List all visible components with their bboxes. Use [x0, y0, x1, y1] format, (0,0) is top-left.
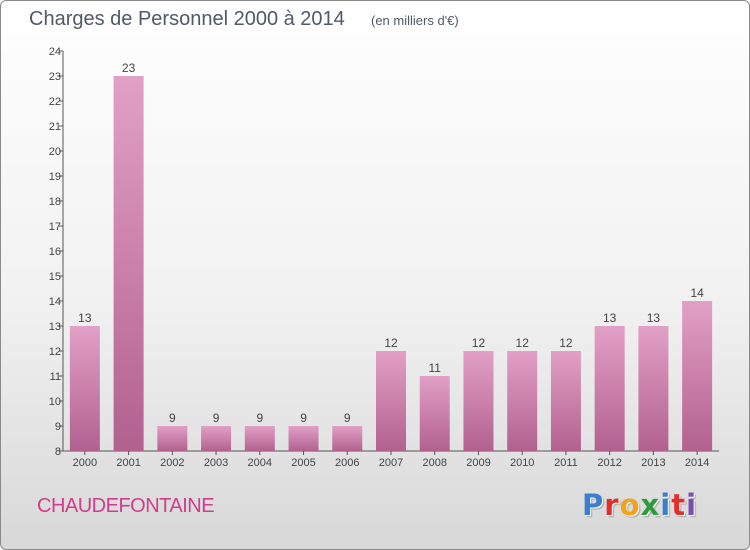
data-label-2009: 12: [472, 336, 486, 350]
x-tick-label: 2011: [554, 457, 578, 469]
y-tick-label: 9: [55, 421, 61, 433]
y-tick-label: 14: [49, 296, 61, 308]
x-tick-label: 2001: [116, 457, 140, 469]
bar-2002: [157, 426, 188, 451]
bar-2012: [594, 326, 625, 451]
bar-2000: [69, 326, 100, 451]
x-tick-label: 2007: [379, 457, 403, 469]
x-tick-label: 2014: [685, 457, 709, 469]
x-tick-label: 2000: [73, 457, 97, 469]
data-label-2012: 13: [603, 311, 617, 325]
data-label-2013: 13: [647, 311, 661, 325]
bar-2003: [201, 426, 232, 451]
x-tick-label: 2009: [466, 457, 490, 469]
y-tick-label: 17: [49, 221, 61, 233]
chart-subtitle: (en milliers d'€): [371, 13, 459, 28]
data-label-2011: 12: [559, 336, 573, 350]
data-label-2005: 9: [300, 411, 307, 425]
y-tick-label: 21: [49, 121, 61, 133]
commune-name: CHAUDEFONTAINE: [37, 495, 215, 517]
x-tick-label: 2010: [510, 457, 534, 469]
y-tick-label: 11: [50, 371, 61, 383]
bar-2013: [638, 326, 669, 451]
x-tick-label: 2002: [160, 457, 184, 469]
chart-bars: [69, 76, 713, 451]
logo-letter: o: [619, 488, 641, 522]
data-label-2004: 9: [256, 411, 263, 425]
y-tick-label: 22: [49, 96, 61, 108]
y-tick-label: 23: [49, 71, 61, 83]
data-label-2000: 13: [78, 311, 92, 325]
data-label-2001: 23: [122, 61, 136, 75]
bar-2004: [244, 426, 275, 451]
x-tick-label: 2006: [335, 457, 359, 469]
y-tick-label: 20: [49, 146, 61, 158]
y-tick-label: 15: [49, 271, 61, 283]
logo-letter: i: [686, 488, 698, 522]
y-tick-label: 16: [49, 246, 61, 258]
bar-2001: [113, 76, 144, 451]
data-label-2008: 11: [428, 361, 441, 375]
x-tick-label: 2005: [291, 457, 315, 469]
bar-2014: [682, 301, 713, 451]
bar-2007: [376, 351, 406, 451]
y-tick-label: 10: [49, 396, 61, 408]
bar-2008: [419, 376, 450, 451]
logo-letter: i: [660, 488, 672, 522]
y-tick-label: 24: [49, 46, 61, 58]
proxiti-logo[interactable]: Proxiti: [582, 488, 697, 522]
logo-letter: P: [582, 488, 605, 522]
x-tick-label: 2008: [422, 457, 446, 469]
y-tick-label: 18: [49, 196, 61, 208]
chart-title: Charges de Personnel 2000 à 2014: [29, 8, 345, 30]
logo-letter: t: [671, 488, 687, 522]
y-tick-label: 19: [49, 171, 61, 183]
data-label-2006: 9: [344, 411, 351, 425]
logo-letter: x: [640, 488, 661, 522]
bar-2010: [507, 351, 538, 451]
bar-2011: [550, 351, 581, 451]
y-tick-label: 12: [49, 346, 61, 358]
data-label-2010: 12: [516, 336, 530, 350]
bar-2009: [463, 351, 494, 451]
data-label-2003: 9: [213, 411, 220, 425]
bar-2006: [332, 426, 363, 451]
x-tick-label: 2004: [248, 457, 272, 469]
data-label-2014: 14: [690, 286, 704, 300]
logo-letter: r: [604, 488, 620, 522]
bar-2005: [288, 426, 319, 451]
chart-data-labels: 13 23 9 9 9 9 9 12 11 12 12 12 13 13 14: [78, 61, 704, 425]
data-label-2002: 9: [169, 411, 176, 425]
x-tick-label: 2012: [597, 457, 621, 469]
y-tick-label: 13: [49, 321, 61, 333]
x-tick-label: 2013: [641, 457, 665, 469]
y-tick-label: 8: [55, 446, 61, 458]
x-tick-label: 2003: [204, 457, 228, 469]
data-label-2007: 12: [384, 336, 398, 350]
